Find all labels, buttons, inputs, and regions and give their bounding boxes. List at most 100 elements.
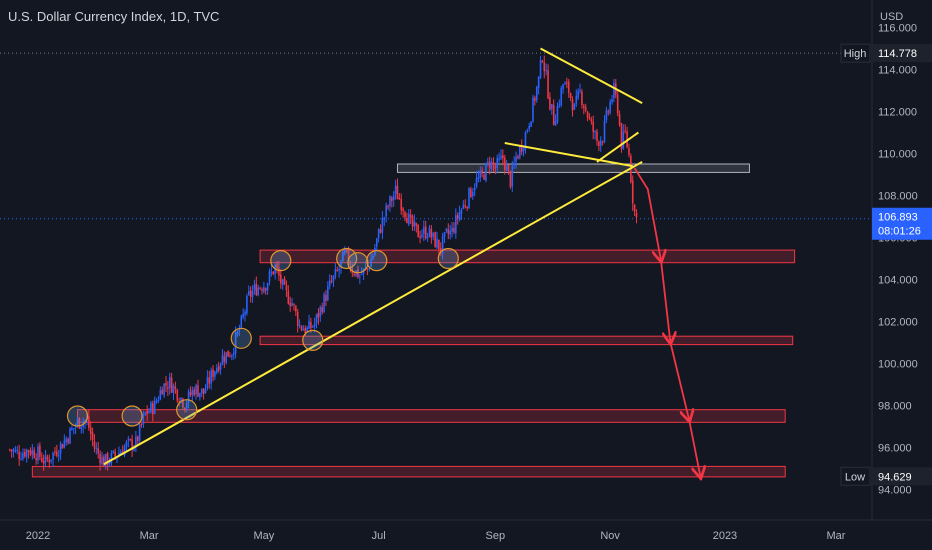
candle-body [539, 60, 542, 78]
low-value: 94.629 [878, 471, 912, 483]
candle-body [57, 454, 60, 457]
candle-body [72, 428, 75, 430]
support-zone[interactable] [259, 335, 794, 346]
candle-body [618, 114, 621, 125]
candle-body [581, 91, 583, 106]
touch-point-marker[interactable] [437, 247, 459, 270]
candle-body [315, 314, 318, 323]
candle-body [364, 267, 367, 269]
candle-body [131, 439, 133, 450]
candle-body [343, 249, 346, 254]
candle-body [214, 371, 216, 377]
touch-point-marker[interactable] [336, 247, 358, 270]
candle-body [328, 280, 331, 287]
candle-body [223, 356, 226, 362]
candle-body [470, 189, 472, 198]
touch-point-marker[interactable] [176, 399, 198, 421]
candle-body [304, 328, 307, 334]
trendline[interactable] [504, 142, 633, 168]
candle-body [552, 105, 555, 125]
candle-body [285, 285, 288, 291]
candle-body [219, 364, 222, 370]
x-tick-label: Mar [140, 530, 159, 542]
candle-body [150, 402, 152, 412]
projection-arrow[interactable] [660, 260, 670, 343]
candle-body [620, 123, 623, 149]
touch-point-marker[interactable] [230, 327, 252, 349]
projection-arrow[interactable] [633, 167, 661, 260]
last-price-value: 106.893 [878, 212, 918, 224]
candle-body [176, 389, 179, 401]
touch-point-marker[interactable] [366, 250, 388, 272]
candle-body [438, 239, 440, 250]
candle-body [485, 163, 487, 181]
candle-body [423, 227, 425, 235]
candle-body [338, 269, 340, 271]
candle-body [596, 131, 598, 142]
candle-body [340, 260, 342, 268]
candle-body [12, 449, 15, 452]
support-zone[interactable] [77, 409, 786, 423]
candle-body [80, 426, 83, 430]
candle-body [473, 187, 476, 191]
candle-body [500, 155, 502, 159]
candle-body [372, 255, 374, 259]
candle-body [42, 460, 45, 464]
high-value: 114.778 [878, 48, 917, 60]
candle-body [492, 162, 495, 165]
touch-point-marker[interactable] [270, 250, 292, 272]
trendline[interactable] [596, 131, 639, 163]
candle-body [270, 271, 273, 273]
touch-point-marker[interactable] [347, 252, 369, 274]
candle-body [247, 291, 250, 295]
projection-arrow[interactable] [669, 342, 689, 421]
candle-body [543, 62, 546, 72]
candle-body [494, 166, 497, 169]
candle-body [56, 451, 58, 456]
candle-body [279, 274, 282, 284]
candle-body [586, 111, 589, 118]
candle-body [317, 312, 320, 318]
candle-body [413, 221, 416, 227]
candle-body [300, 326, 303, 331]
trendline[interactable] [540, 47, 643, 104]
candle-body [210, 370, 212, 384]
touch-point-marker[interactable] [302, 329, 324, 351]
candle-body [383, 217, 386, 220]
touch-point-marker[interactable] [66, 405, 89, 427]
candle-body [153, 400, 156, 414]
candle-body [200, 388, 203, 394]
resistance-zone[interactable] [396, 163, 750, 173]
candle-body [613, 82, 615, 98]
candle-body [547, 70, 549, 98]
x-tick-label: Mar [827, 530, 846, 542]
candle-body [334, 269, 337, 277]
candle-body [455, 215, 457, 234]
candle-body [71, 428, 73, 430]
candle-body [84, 420, 86, 423]
projection-arrow[interactable] [688, 420, 700, 477]
touch-point-marker[interactable] [121, 405, 143, 427]
candle-body [537, 76, 540, 89]
candle-body [293, 304, 295, 306]
low-value-box [872, 467, 932, 486]
candle-body [152, 403, 154, 415]
candle-body [622, 131, 625, 149]
candle-body [240, 316, 243, 328]
candle-body [114, 451, 116, 457]
candle-body [295, 306, 297, 312]
candle-body [302, 329, 305, 331]
candle-body [136, 436, 139, 441]
candle-body [97, 448, 100, 454]
trendline[interactable] [103, 161, 643, 466]
support-zone[interactable] [31, 465, 786, 478]
candle-body [174, 386, 177, 389]
candle-body [54, 451, 56, 453]
candle-body [65, 438, 68, 443]
chart-title: U.S. Dollar Currency Index, 1D, TVC [8, 9, 220, 24]
candle-body [89, 427, 92, 434]
candle-body [103, 456, 105, 467]
candle-body [460, 209, 463, 214]
